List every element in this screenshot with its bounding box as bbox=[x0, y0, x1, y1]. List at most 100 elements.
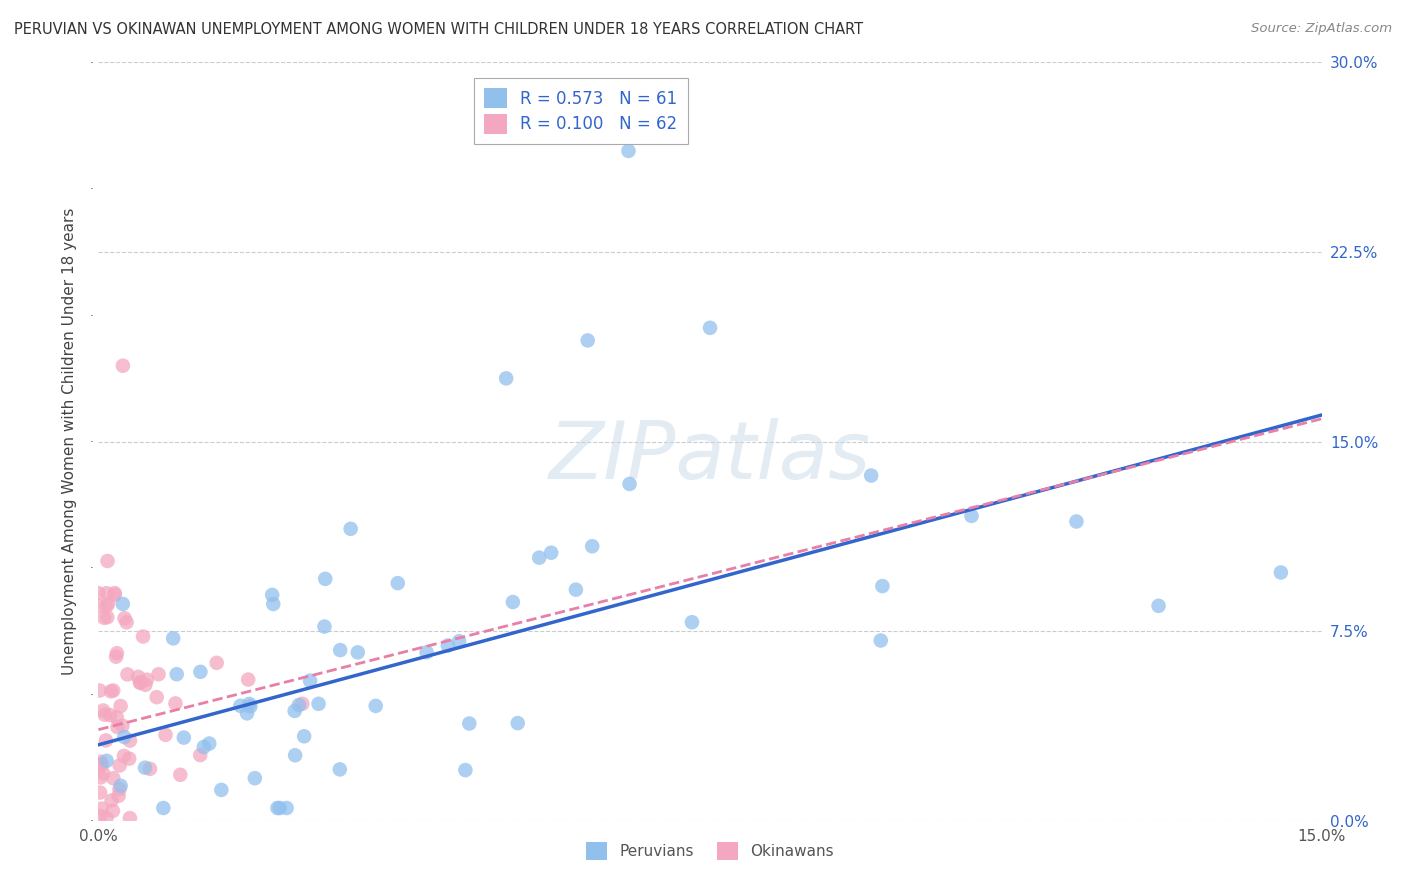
Point bbox=[284, 748, 307, 763]
Point bbox=[136, 673, 159, 687]
Point bbox=[236, 706, 259, 721]
Point bbox=[1147, 599, 1170, 613]
Point bbox=[118, 733, 141, 747]
Point bbox=[288, 698, 311, 712]
Point bbox=[94, 733, 117, 747]
Point bbox=[387, 576, 409, 591]
Point bbox=[118, 751, 141, 765]
Point bbox=[134, 761, 156, 775]
Point bbox=[93, 611, 115, 625]
Point bbox=[93, 707, 115, 722]
Point bbox=[107, 789, 129, 803]
Point bbox=[96, 610, 118, 624]
Point bbox=[529, 550, 551, 565]
Point bbox=[576, 334, 599, 348]
Point bbox=[458, 716, 481, 731]
Point bbox=[96, 811, 118, 825]
Point bbox=[329, 643, 352, 657]
Point bbox=[454, 763, 477, 777]
Point bbox=[860, 468, 883, 483]
Point bbox=[134, 678, 156, 692]
Point bbox=[166, 667, 188, 681]
Point bbox=[152, 801, 174, 815]
Point bbox=[239, 699, 262, 714]
Point bbox=[565, 582, 588, 597]
Point bbox=[96, 754, 118, 768]
Point bbox=[104, 586, 127, 600]
Point bbox=[89, 786, 111, 800]
Point bbox=[1270, 566, 1292, 580]
Point bbox=[111, 597, 134, 611]
Point bbox=[107, 720, 129, 734]
Point bbox=[90, 755, 112, 769]
Point bbox=[155, 728, 177, 742]
Point bbox=[960, 508, 983, 523]
Point bbox=[276, 801, 298, 815]
Point bbox=[308, 697, 330, 711]
Point bbox=[314, 619, 336, 633]
Point bbox=[173, 731, 195, 745]
Point bbox=[314, 572, 336, 586]
Point bbox=[132, 630, 155, 644]
Point bbox=[97, 597, 120, 611]
Point bbox=[108, 758, 131, 772]
Point bbox=[346, 645, 368, 659]
Point bbox=[90, 801, 112, 815]
Point bbox=[188, 747, 211, 762]
Point bbox=[117, 667, 139, 681]
Point bbox=[437, 639, 460, 653]
Point bbox=[89, 683, 111, 698]
Point bbox=[89, 757, 111, 772]
Point bbox=[205, 656, 228, 670]
Point bbox=[238, 673, 260, 687]
Text: PERUVIAN VS OKINAWAN UNEMPLOYMENT AMONG WOMEN WITH CHILDREN UNDER 18 YEARS CORRE: PERUVIAN VS OKINAWAN UNEMPLOYMENT AMONG … bbox=[14, 22, 863, 37]
Point bbox=[103, 771, 125, 785]
Point bbox=[266, 801, 288, 815]
Point bbox=[506, 716, 529, 731]
Point bbox=[129, 676, 152, 690]
Point bbox=[100, 684, 122, 698]
Point bbox=[262, 588, 284, 602]
Point bbox=[269, 801, 291, 815]
Point bbox=[98, 708, 121, 723]
Point bbox=[91, 704, 114, 718]
Point bbox=[339, 522, 361, 536]
Point bbox=[502, 595, 524, 609]
Point bbox=[169, 768, 191, 782]
Point bbox=[118, 811, 141, 825]
Point bbox=[617, 144, 640, 158]
Point bbox=[105, 649, 128, 664]
Point bbox=[90, 771, 112, 785]
Point bbox=[90, 757, 112, 772]
Point bbox=[198, 737, 221, 751]
Point bbox=[162, 632, 184, 646]
Point bbox=[105, 646, 128, 660]
Point bbox=[115, 615, 138, 630]
Point bbox=[87, 586, 110, 600]
Point bbox=[129, 675, 152, 690]
Point bbox=[111, 719, 134, 733]
Point bbox=[111, 359, 134, 373]
Point bbox=[540, 546, 562, 560]
Point bbox=[110, 699, 132, 714]
Point bbox=[495, 371, 517, 385]
Point bbox=[148, 667, 170, 681]
Point bbox=[87, 599, 110, 613]
Point bbox=[291, 697, 314, 711]
Point bbox=[238, 697, 260, 711]
Point bbox=[100, 793, 122, 807]
Point bbox=[108, 782, 131, 797]
Point bbox=[145, 690, 167, 705]
Point bbox=[364, 698, 387, 713]
Point bbox=[190, 665, 212, 679]
Point bbox=[89, 809, 111, 823]
Point bbox=[619, 477, 641, 491]
Point bbox=[127, 670, 149, 684]
Point bbox=[101, 804, 124, 818]
Point bbox=[165, 697, 187, 711]
Point bbox=[229, 698, 252, 713]
Point bbox=[581, 539, 603, 553]
Text: ZIPatlas: ZIPatlas bbox=[548, 417, 872, 496]
Point bbox=[449, 634, 471, 648]
Point bbox=[139, 762, 162, 776]
